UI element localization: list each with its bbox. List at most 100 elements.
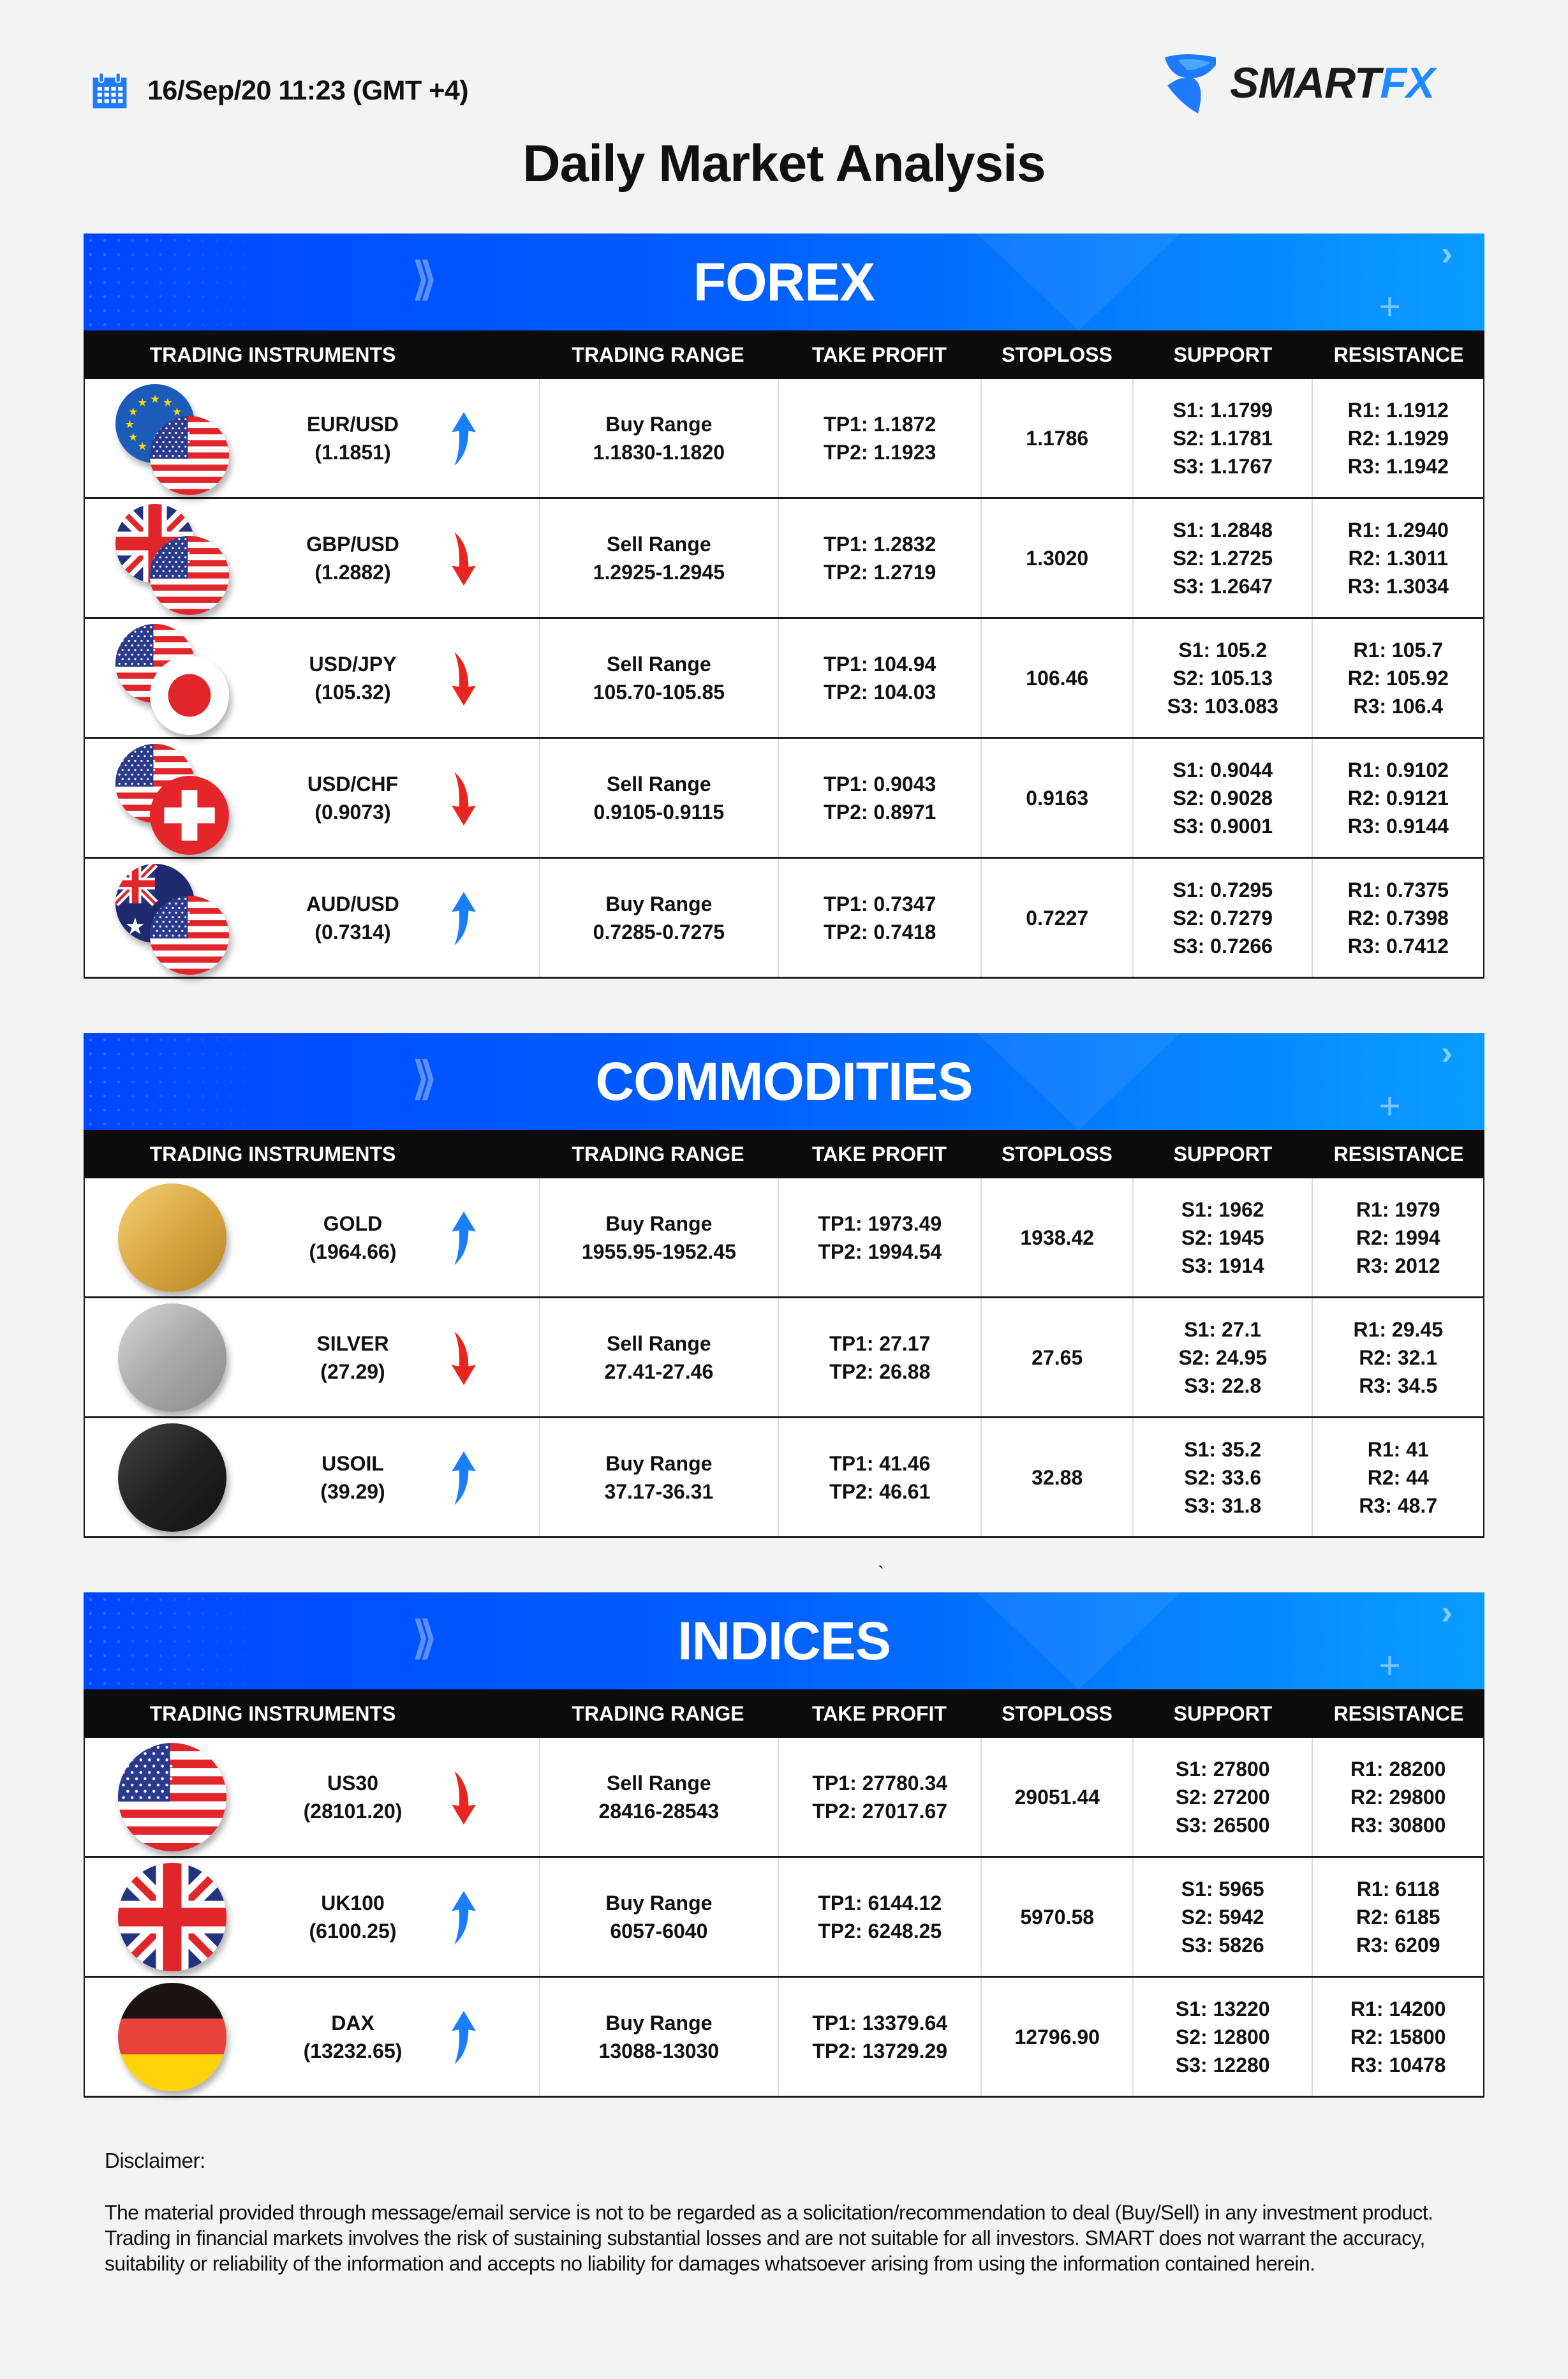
s2: S2: 1945 <box>1181 1226 1264 1249</box>
arrow-down-icon <box>452 772 476 826</box>
take-profit-cell: TP1: 41.46 TP2: 46.61 <box>778 1418 980 1536</box>
table-header: TRADING INSTRUMENTS TRADING RANGE TAKE PRO… <box>84 1689 1484 1738</box>
r1: R1: 29.45 <box>1353 1317 1443 1341</box>
r2: R2: 6185 <box>1356 1905 1440 1929</box>
trading-range-cell: Buy Range 0.7285-0.7275 <box>538 859 778 977</box>
support-cell: S1: 0.9044 S2: 0.9028 S3: 0.9001 <box>1132 739 1312 857</box>
tp2: TP2: 0.7418 <box>824 920 936 944</box>
instrument-price: (0.9073) <box>314 800 391 824</box>
instrument-name: USD/CHF <box>307 772 399 796</box>
r3: R3: 106.4 <box>1353 694 1443 718</box>
range-value: 6057-6040 <box>610 1919 708 1943</box>
instrument-cell: USD/CHF (0.9073) <box>85 739 539 857</box>
take-profit-cell: TP1: 13379.64 TP2: 13729.29 <box>778 1978 980 2096</box>
r2: R2: 0.9121 <box>1347 786 1449 810</box>
section-banner: ⟫ + › INDICES <box>84 1592 1484 1689</box>
range-value: 37.17-36.31 <box>604 1479 714 1503</box>
stoploss-value: 0.9163 <box>1026 786 1089 810</box>
take-profit-cell: TP1: 0.7347 TP2: 0.7418 <box>778 859 980 977</box>
instrument-name: USD/JPY <box>309 652 397 676</box>
section-forex: ⟫ + › FOREX TRADING INSTRUMENTS TRADING R… <box>84 233 1484 979</box>
trading-range-cell: Buy Range 37.17-36.31 <box>538 1418 778 1536</box>
page-title: Daily Market Analysis <box>522 135 1046 193</box>
trading-range-cell: Sell Range 0.9105-0.9115 <box>538 739 778 857</box>
s2: S2: 33.6 <box>1184 1465 1262 1489</box>
resistance-cell: R1: 28200 R2: 29800 R3: 30800 <box>1312 1738 1483 1856</box>
r3: R3: 1.1942 <box>1347 454 1449 478</box>
instrument-price: (6100.25) <box>309 1919 397 1943</box>
column-header: TAKE PROFIT <box>812 1142 947 1166</box>
support-cell: S1: 1962 S2: 1945 S3: 1914 <box>1132 1178 1312 1296</box>
r2: R2: 0.7398 <box>1347 906 1449 930</box>
s2: S2: 0.9028 <box>1172 786 1273 810</box>
range-label: Sell Range <box>607 532 711 556</box>
r3: R3: 2012 <box>1356 1254 1440 1277</box>
stoploss-value: 29051.44 <box>1014 1785 1100 1809</box>
germany-flag-icon <box>118 1983 226 2091</box>
tp2: TP2: 1994.54 <box>818 1240 942 1263</box>
support-cell: S1: 13220 S2: 12800 S3: 12280 <box>1132 1978 1312 2096</box>
section-title: INDICES <box>677 1611 891 1671</box>
japan-flag-icon <box>150 656 229 735</box>
column-header: RESISTANCE <box>1333 1701 1464 1725</box>
range-value: 28416-28543 <box>598 1799 720 1823</box>
r1: R1: 0.7375 <box>1347 878 1449 901</box>
instrument-cell: USD/JPY (105.32) <box>85 619 539 737</box>
r3: R3: 34.5 <box>1359 1374 1438 1397</box>
resistance-cell: R1: 14200 R2: 15800 R3: 10478 <box>1312 1978 1483 2096</box>
r1: R1: 28200 <box>1350 1757 1446 1781</box>
s3: S3: 22.8 <box>1184 1374 1262 1397</box>
s2: S2: 5942 <box>1181 1905 1264 1929</box>
chevron-right-decor-icon: › <box>1441 1034 1453 1072</box>
stoploss-value: 106.46 <box>1026 666 1089 690</box>
stoploss-value: 27.65 <box>1032 1345 1083 1369</box>
oil-coin-icon <box>118 1423 226 1532</box>
r2: R2: 32.1 <box>1359 1345 1438 1369</box>
tp2: TP2: 46.61 <box>829 1479 931 1503</box>
resistance-cell: R1: 29.45 R2: 32.1 R3: 34.5 <box>1312 1298 1483 1416</box>
trading-range-cell: Buy Range 6057-6040 <box>538 1858 778 1976</box>
instrument-price: (1964.66) <box>309 1240 397 1263</box>
range-label: Buy Range <box>605 412 713 436</box>
stoploss-value: 5970.58 <box>1020 1905 1095 1929</box>
instrument-name: UK100 <box>321 1891 385 1915</box>
tp2: TP2: 13729.29 <box>812 2039 948 2063</box>
stoploss-cell: 1.3020 <box>980 499 1132 617</box>
instrument-name: USOIL <box>322 1451 384 1475</box>
us-flag-icon <box>150 416 229 495</box>
r1: R1: 1.1912 <box>1347 398 1449 422</box>
logo-text-fx: FX <box>1380 59 1435 107</box>
table-row: DAX (13232.65) Buy Range 13088-13030 TP1:… <box>84 1978 1484 2098</box>
tp1: TP1: 41.46 <box>829 1451 931 1475</box>
support-cell: S1: 1.1799 S2: 1.1781 S3: 1.1767 <box>1132 379 1312 497</box>
table-row: USD/CHF (0.9073) Sell Range 0.9105-0.9115… <box>84 739 1484 859</box>
tp2: TP2: 104.03 <box>824 680 936 704</box>
instrument-name: AUD/USD <box>306 892 399 915</box>
chevron-decor-icon: ⟫ <box>412 254 437 304</box>
s1: S1: 0.9044 <box>1172 758 1273 782</box>
trading-range-cell: Buy Range 1.1830-1.1820 <box>538 379 778 497</box>
column-header: TRADING INSTRUMENTS <box>149 1701 396 1725</box>
column-header: STOPLOSS <box>1002 1142 1113 1166</box>
arrow-up-icon <box>452 892 476 945</box>
s3: S3: 1.2647 <box>1172 574 1273 598</box>
table-row: USOIL (39.29) Buy Range 37.17-36.31 TP1: … <box>84 1418 1484 1538</box>
column-header: STOPLOSS <box>1002 343 1113 366</box>
r2: R2: 1.3011 <box>1348 546 1449 570</box>
range-value: 27.41-27.46 <box>604 1360 714 1383</box>
trading-range-cell: Sell Range 105.70-105.85 <box>538 619 778 737</box>
range-label: Sell Range <box>607 1771 711 1795</box>
r1: R1: 1.2940 <box>1347 518 1449 542</box>
stoploss-value: 0.7227 <box>1026 906 1089 930</box>
s3: S3: 5826 <box>1181 1933 1264 1957</box>
svg-text:★: ★ <box>126 915 145 938</box>
take-profit-cell: TP1: 1973.49 TP2: 1994.54 <box>778 1178 980 1296</box>
stoploss-cell: 1.1786 <box>980 379 1132 497</box>
silver-coin-icon <box>118 1303 226 1412</box>
stoploss-cell: 0.9163 <box>980 739 1132 857</box>
instrument-price: (28101.20) <box>303 1799 403 1823</box>
r3: R3: 0.9144 <box>1347 814 1449 838</box>
arrow-up-icon <box>452 1891 476 1945</box>
range-label: Buy Range <box>605 1451 713 1475</box>
instrument-name: DAX <box>331 2011 374 2034</box>
